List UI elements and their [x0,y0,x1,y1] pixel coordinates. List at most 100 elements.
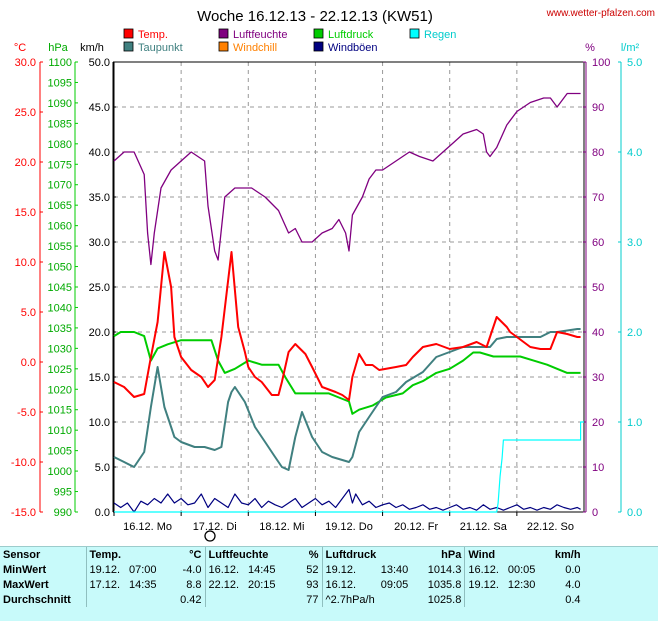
axis-label-humidity-1: 90 [592,102,604,114]
weather-chart: Woche 16.12.13 - 22.12.13 (KW51) www.wet… [11,8,655,542]
hum-date [204,592,245,607]
axis-label-pressure-14: 1030 [48,343,72,355]
stats-col-temp: Temp. [85,547,173,562]
source-link[interactable]: www.wetter-pfalzen.com [546,8,655,19]
wind-time [505,592,552,607]
x-tick-label-2: 18.12. Mi [259,521,304,533]
wind-date: 16.12. [464,562,505,577]
press-value: 1014.3 [427,563,462,576]
axis-label-temp-5: 5.0 [21,307,36,319]
axis-label-pressure-20: 1000 [48,466,72,478]
press-time [378,592,425,607]
legend-label-3: Regen [424,29,456,41]
axis-label-pressure-1: 1095 [48,77,72,89]
axis-label-pressure-0: 1100 [48,57,72,69]
axis-label-rain-3: 2.0 [627,327,642,339]
stats-col-hum: Luftfeuchte [204,547,292,562]
hum-date: 22.12. [204,577,245,592]
x-tick-label-5: 21.12. Sa [460,521,508,533]
stats-col-wind: Wind [464,547,552,562]
chart-axes: 30.0 25.0 20.0 15.0 10.0 5.0 0.0 -5.0 -10.0 -15.0… [11,57,642,519]
chart-series [113,92,584,513]
axis-label-pressure-3: 1085 [48,118,72,130]
axis-label-rain-5: 0.0 [627,507,642,519]
hum-value: 77 [306,593,319,606]
axis-label-wind-0: 50.0 [89,57,110,69]
hum-time: 14:45 [248,563,276,576]
press-date: 16.12. [321,577,378,592]
axis-label-pressure-12: 1040 [48,302,72,314]
hum-value: 93 [306,578,319,591]
axis-label-humidity-5: 50 [592,282,604,294]
legend-swatch-3 [409,28,420,39]
press-time: 13:40 [380,563,409,576]
axis-label-wind-9: 5.0 [95,462,110,474]
axis-label-pressure-2: 1090 [48,98,72,110]
unit-pressure: hPa [48,42,68,54]
legend-swatch-5 [218,41,229,52]
series-regen [114,421,584,513]
axis-label-pressure-7: 1065 [48,200,72,212]
legend-label-0: Temp. [138,29,168,41]
axis-label-temp-0: 30.0 [15,57,36,69]
legend-label-5: Windchill [233,42,277,54]
temp-date [85,592,126,607]
x-axis-labels: 16.12. Mo 17.12. Di 18.12. Mi 19.12. Do 20.1… [113,512,574,533]
unit-wind: km/h [80,42,104,54]
stats-col-hum-unit: % [308,548,319,561]
legend: Temp. Luftfeuchte Luftdruck Regen Taupunkt Wi… [123,28,456,54]
axis-label-humidity-2: 80 [592,147,604,159]
x-tick-label-3: 19.12. Do [325,521,373,533]
press-date: ^2.7hPa/h [321,592,378,607]
stats-body: MinWert 19.12. 07:00 -4.0 16.12. 14:45 52 19.12… [0,562,584,607]
chart-grid [113,61,585,513]
axis-label-pressure-5: 1075 [48,159,72,171]
axis-label-wind-10: 0.0 [95,507,110,519]
axis-label-humidity-3: 70 [592,192,604,204]
axis-label-temp-1: 25.0 [15,107,36,119]
temp-time: 14:35 [129,578,157,591]
legend-swatch-1 [218,28,229,39]
axis-label-pressure-8: 1060 [48,221,72,233]
axis-label-rain-4: 1.0 [627,417,642,429]
press-date: 19.12. [321,562,378,577]
axis-label-temp-6: 0.0 [21,357,36,369]
hum-time: 20:15 [248,578,276,591]
temp-value: -4.0 [182,563,202,576]
axis-label-pressure-19: 1005 [48,446,72,458]
stats-col-press: Luftdruck [321,547,425,562]
wind-time: 00:05 [507,563,536,576]
temp-time: 07:00 [129,563,157,576]
unit-rain: l/m² [621,42,640,54]
stats-row-label: MaxWert [3,578,49,591]
hum-date: 16.12. [204,562,245,577]
legend-label-6: Windböen [328,42,378,54]
temp-time [126,592,173,607]
x-tick-label-4: 20.12. Fr [394,521,438,533]
axis-label-humidity-9: 10 [592,462,604,474]
press-value: 1025.8 [427,593,462,606]
series-luftdruck [113,331,581,415]
stats-col-temp-unit: °C [189,548,202,561]
axis-label-pressure-17: 1015 [48,405,72,417]
axis-label-wind-2: 40.0 [89,147,110,159]
wind-time: 12:30 [507,578,536,591]
legend-label-1: Luftfeuchte [233,29,287,41]
stats-row: Durchschnitt 0.42 77 ^2.7hPa/h 1025.8 0.4 [0,592,584,607]
axis-label-pressure-10: 1050 [48,262,72,274]
axis-label-pressure-15: 1025 [48,364,72,376]
time-marker-icon [204,530,216,542]
axis-label-humidity-4: 60 [592,237,604,249]
stats-table: Sensor Temp. °C Luftfeuchte % Luftdruck … [0,547,584,607]
legend-swatch-2 [313,28,324,39]
axis-label-temp-7: -5.0 [17,407,36,419]
press-value: 1035.8 [427,578,462,591]
x-tick-label-1: 17.12. Di [193,521,237,533]
axis-label-temp-2: 20.0 [15,157,36,169]
axis-label-humidity-6: 40 [592,327,604,339]
series-luftfeuchte [113,92,581,266]
axis-label-humidity-8: 20 [592,417,604,429]
axis-label-humidity-7: 30 [592,372,604,384]
axis-label-wind-8: 10.0 [89,417,110,429]
stats-row-label: Durchschnitt [3,593,71,606]
